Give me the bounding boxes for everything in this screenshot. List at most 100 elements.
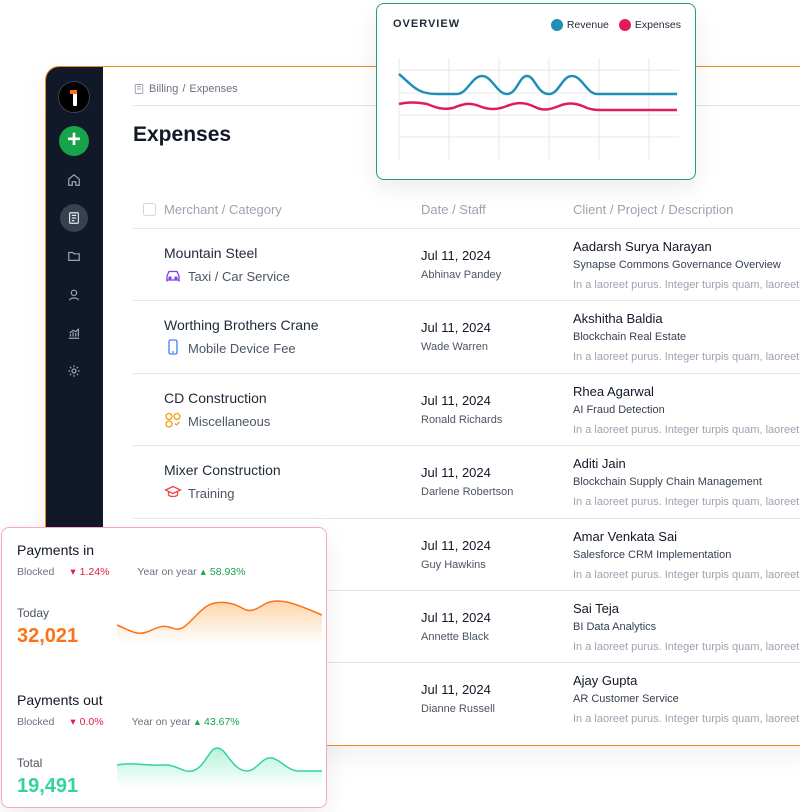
category: Training [163, 484, 235, 503]
table-row[interactable]: Jul 11, 2024 Annette Black Sai Teja BI Data… [133, 590, 800, 662]
payments-in-value: 32,021 [17, 625, 79, 647]
payments-out-meta: Blocked ▾ 0.0% Year on year ▴ 43.67% [17, 716, 240, 728]
payments-card: Payments in Blocked ▾ 1.24% Year on year… [1, 527, 327, 808]
today-label: Today [17, 606, 50, 620]
user-icon[interactable] [60, 281, 88, 309]
category-label: Miscellaneous [188, 413, 271, 429]
breadcrumb: Billing / Expenses [133, 83, 238, 95]
client-name: Rhea Agarwal [573, 383, 654, 399]
yoy-change: 58.93% [209, 566, 246, 578]
project-name: Salesforce CRM Implementation [573, 548, 732, 561]
category: Mobile Device Fee [164, 339, 296, 358]
description: In a laoreet purus. Integer turpis quam,… [573, 496, 800, 509]
payments-in-sparkline [117, 600, 322, 644]
description: In a laoreet purus. Integer turpis quam,… [573, 423, 800, 436]
description: In a laoreet purus. Integer turpis quam,… [573, 279, 800, 291]
table-row[interactable]: Jul 11, 2024 Guy Hawkins Amar Venkata Sai S… [133, 517, 800, 590]
logo-icon[interactable] [58, 81, 90, 113]
expense-date: Jul 11, 2024 [421, 248, 491, 263]
payments-out-value: 19,491 [17, 775, 79, 797]
chart-legend: Revenue Expenses [550, 19, 681, 32]
merchant-name: CD Construction [164, 389, 267, 406]
expenses-line [398, 101, 677, 112]
staff-name: Guy Hawkins [421, 558, 486, 571]
project-name: AI Fraud Detection [573, 403, 665, 416]
table-header: Merchant / Category Date / Staff Client … [133, 202, 800, 222]
analytics-icon[interactable] [60, 319, 88, 347]
graduation-cap-icon [163, 484, 183, 503]
category: Miscellaneous [164, 412, 270, 431]
folder-icon[interactable] [60, 242, 88, 270]
payments-out-sparkline [117, 747, 322, 788]
project-name: BI Data Analytics [573, 621, 657, 633]
category-label: Training [188, 486, 235, 502]
legend-item-expenses: Expenses [618, 19, 681, 32]
mobile-icon [164, 339, 182, 358]
client-name: Amar Venkata Sai [573, 528, 678, 544]
payments-out-title: Payments out [17, 692, 103, 708]
blocked-change: 1.24% [79, 566, 110, 578]
project-name: AR Customer Service [573, 693, 679, 706]
client-name: Akshitha Baldia [573, 311, 663, 327]
column-header-client[interactable]: Client / Project / Description [573, 202, 734, 217]
table-row[interactable]: Mixer Construction Training Jul 11, 2024 Da… [133, 445, 800, 517]
description: In a laoreet purus. Integer turpis quam,… [573, 351, 800, 364]
legend-label-expenses: Expenses [634, 19, 681, 31]
expense-date: Jul 11, 2024 [421, 682, 491, 698]
overview-card: OVERVIEW Revenue Expenses [376, 3, 696, 180]
caret-down-icon: ▾ [70, 716, 76, 728]
staff-name: Darlene Robertson [421, 486, 514, 499]
staff-name: Annette Black [421, 631, 489, 643]
breadcrumb-section[interactable]: Billing [149, 83, 179, 95]
staff-name: Ronald Richards [421, 413, 503, 426]
total-label: Total [17, 756, 43, 770]
project-name: Blockchain Supply Chain Management [573, 476, 762, 489]
select-all-checkbox[interactable] [143, 203, 156, 216]
column-header-date[interactable]: Date / Staff [421, 202, 486, 217]
yoy-label: Year on year [137, 566, 197, 578]
receipt-icon [134, 84, 144, 94]
table-row[interactable]: Jul 11, 2024 Dianne Russell Ajay Gupta AR C… [133, 662, 800, 734]
table-row[interactable]: Mountain Steel Taxi / Car Service Jul 11, … [133, 228, 800, 300]
project-name: Blockchain Real Estate [573, 331, 687, 344]
blocked-label: Blocked [17, 566, 55, 578]
merchant-name: Worthing Brothers Crane [164, 317, 319, 334]
overview-title: OVERVIEW [393, 18, 461, 30]
merchant-name: Mountain Steel [164, 245, 258, 261]
yoy-change: 43.67% [204, 716, 240, 728]
main-content: Billing / Expenses Expenses Merchant / C… [103, 67, 800, 745]
client-name: Aadarsh Surya Narayan [573, 239, 712, 254]
client-name: Aditi Jain [573, 456, 626, 472]
column-header-merchant[interactable]: Merchant / Category [164, 202, 282, 217]
expense-date: Jul 11, 2024 [421, 537, 491, 553]
description: In a laoreet purus. Integer turpis quam,… [573, 568, 800, 581]
merchant-name: Mixer Construction [164, 462, 281, 479]
expense-date: Jul 11, 2024 [421, 610, 491, 625]
gear-icon[interactable] [60, 357, 88, 385]
table-row[interactable]: CD Construction Miscellaneous Jul 11, 2024… [133, 372, 800, 445]
page-title: Expenses [133, 123, 232, 146]
expense-date: Jul 11, 2024 [421, 320, 491, 336]
breadcrumb-separator: / [182, 83, 186, 95]
revenue-dot-icon [550, 19, 563, 32]
add-button[interactable]: + [59, 126, 89, 156]
home-icon[interactable] [60, 166, 88, 194]
payments-in-title: Payments in [17, 542, 95, 558]
expense-date: Jul 11, 2024 [421, 465, 491, 481]
yoy-label: Year on year [131, 716, 191, 728]
category-label: Taxi / Car Service [188, 269, 290, 284]
caret-up-icon: ▴ [200, 566, 206, 578]
project-name: Synapse Commons Governance Overview [573, 259, 781, 271]
receipt-icon[interactable] [60, 204, 88, 232]
overview-line-chart [398, 58, 679, 159]
caret-down-icon: ▾ [70, 566, 76, 578]
caret-up-icon: ▴ [194, 716, 201, 728]
payments-in-meta: Blocked ▾ 1.24% Year on year ▴ 58.93% [17, 566, 245, 578]
client-name: Sai Teja [573, 601, 620, 616]
breadcrumb-page: Expenses [189, 83, 238, 95]
staff-name: Dianne Russell [421, 703, 495, 716]
table-row[interactable]: Worthing Brothers Crane Mobile Device Fee… [133, 300, 800, 372]
category: Taxi / Car Service [164, 267, 290, 286]
staff-name: Abhinav Pandey [421, 269, 502, 281]
misc-icon [164, 412, 182, 431]
